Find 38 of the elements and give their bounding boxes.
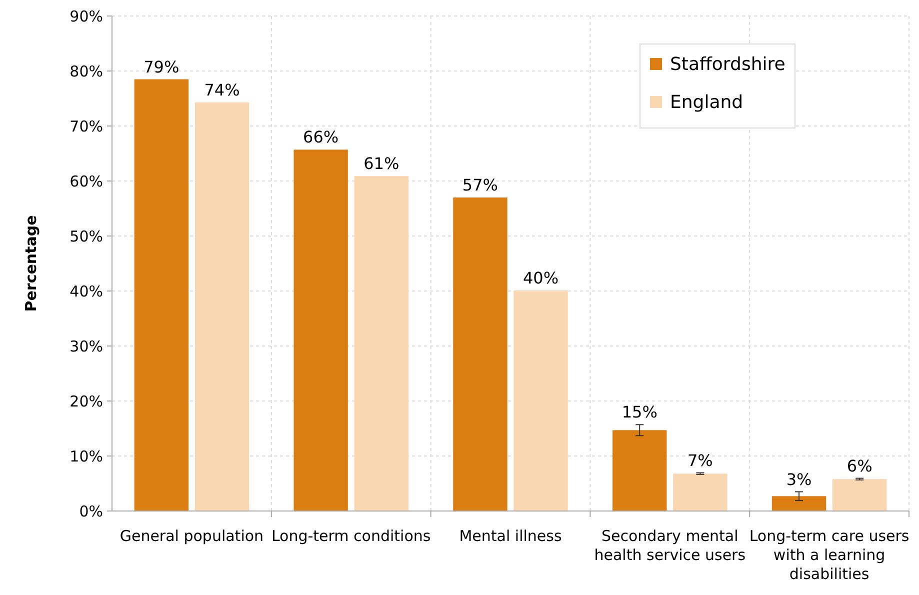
x-tick-label: Mental illness — [459, 527, 562, 545]
bar — [134, 79, 189, 511]
bar — [194, 102, 250, 511]
legend-label: England — [670, 92, 744, 113]
y-tick-label: 30% — [70, 337, 103, 356]
data-label: 66% — [303, 128, 339, 147]
y-tick-label: 50% — [70, 227, 103, 246]
data-label: 6% — [846, 456, 872, 476]
x-tick-label: Long-term conditions — [271, 527, 431, 545]
y-axis-title: Percentage — [22, 215, 40, 312]
y-tick-label: 10% — [70, 447, 103, 466]
bar — [453, 198, 508, 511]
bar — [354, 176, 408, 511]
y-tick-label: 70% — [70, 117, 103, 136]
y-tick-label: 90% — [70, 7, 103, 26]
y-tick-label: 20% — [70, 392, 103, 410]
data-label: 7% — [687, 450, 713, 470]
data-label: 3% — [786, 470, 812, 489]
x-tick-label: Secondary mental health service users — [594, 527, 746, 564]
y-tick-label: 80% — [70, 62, 103, 80]
bar — [294, 150, 348, 511]
x-tick-label: General population — [120, 527, 264, 545]
bar — [772, 496, 826, 511]
data-label: 79% — [144, 57, 180, 76]
data-label: 61% — [364, 154, 400, 174]
x-tick-label: Long-term care users with a learning disabilities — [749, 527, 910, 583]
y-tick-label: 60% — [70, 172, 103, 190]
data-label: 15% — [622, 402, 658, 422]
bar — [612, 430, 667, 511]
data-label: 74% — [204, 80, 240, 100]
legend-label: Staffordshire — [670, 54, 786, 75]
data-label: 57% — [462, 176, 498, 194]
bar — [673, 474, 728, 511]
bar — [514, 290, 568, 511]
bar — [832, 479, 887, 511]
data-label: 40% — [523, 268, 559, 288]
y-tick-label: 40% — [70, 282, 103, 300]
y-tick-label: 0% — [79, 502, 103, 520]
